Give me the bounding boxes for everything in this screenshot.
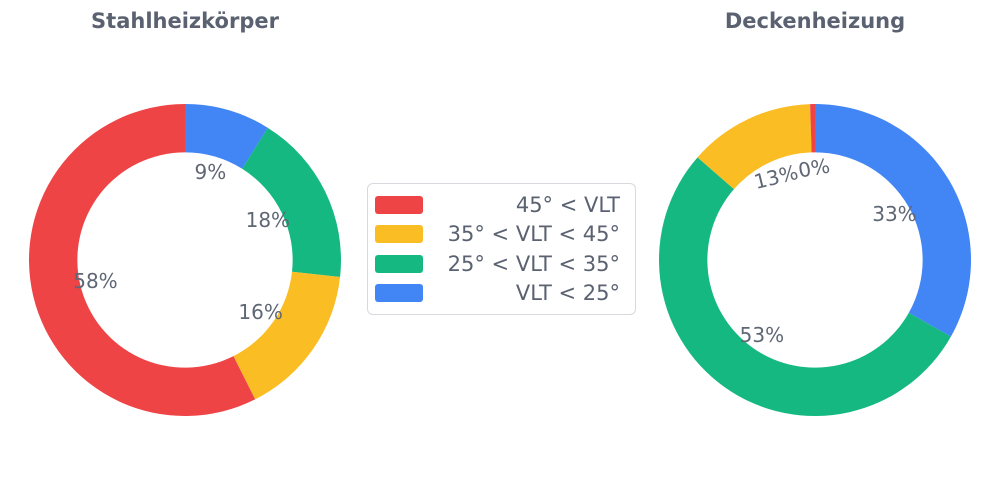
legend-box: 45° < VLT 35° < VLT < 45° 25° < VLT < 35… [367, 183, 636, 315]
legend-swatch-green [375, 254, 423, 273]
donut-chart-deckenheizung: 33% 53% 13% 0% [659, 104, 971, 416]
legend-label-green: 25° < VLT < 35° [447, 251, 620, 276]
donut-segment-blue[interactable] [185, 104, 268, 169]
donut-segment-red[interactable] [29, 104, 256, 416]
donut-segment-red[interactable] [810, 104, 815, 153]
legend-swatch-red [375, 195, 423, 214]
legend-swatch-yellow [375, 225, 423, 244]
legend-item-green[interactable]: 25° < VLT < 35° [375, 249, 620, 278]
legend-item-blue[interactable]: VLT < 25° [375, 279, 620, 308]
donut-segment-blue[interactable] [815, 104, 971, 337]
legend-item-yellow[interactable]: 35° < VLT < 45° [375, 220, 620, 249]
chart-title-deckenheizung: Deckenheizung [724, 9, 906, 33]
donut-chart-stahlheizkoerper: 9% 18% 16% 58% [29, 104, 341, 416]
donut-segment-yellow[interactable] [233, 271, 341, 400]
legend-label-blue: VLT < 25° [515, 281, 620, 306]
donut-segment-green[interactable] [242, 127, 341, 277]
chart-title-stahlheizkoerper: Stahlheizkörper [91, 9, 279, 33]
legend-label-yellow: 35° < VLT < 45° [447, 222, 620, 247]
donut-segment-yellow[interactable] [697, 104, 812, 190]
legend-item-red[interactable]: 45° < VLT [375, 190, 620, 219]
donut-segment-green[interactable] [659, 157, 951, 416]
legend-label-red: 45° < VLT [515, 192, 620, 217]
legend-swatch-blue [375, 284, 423, 303]
